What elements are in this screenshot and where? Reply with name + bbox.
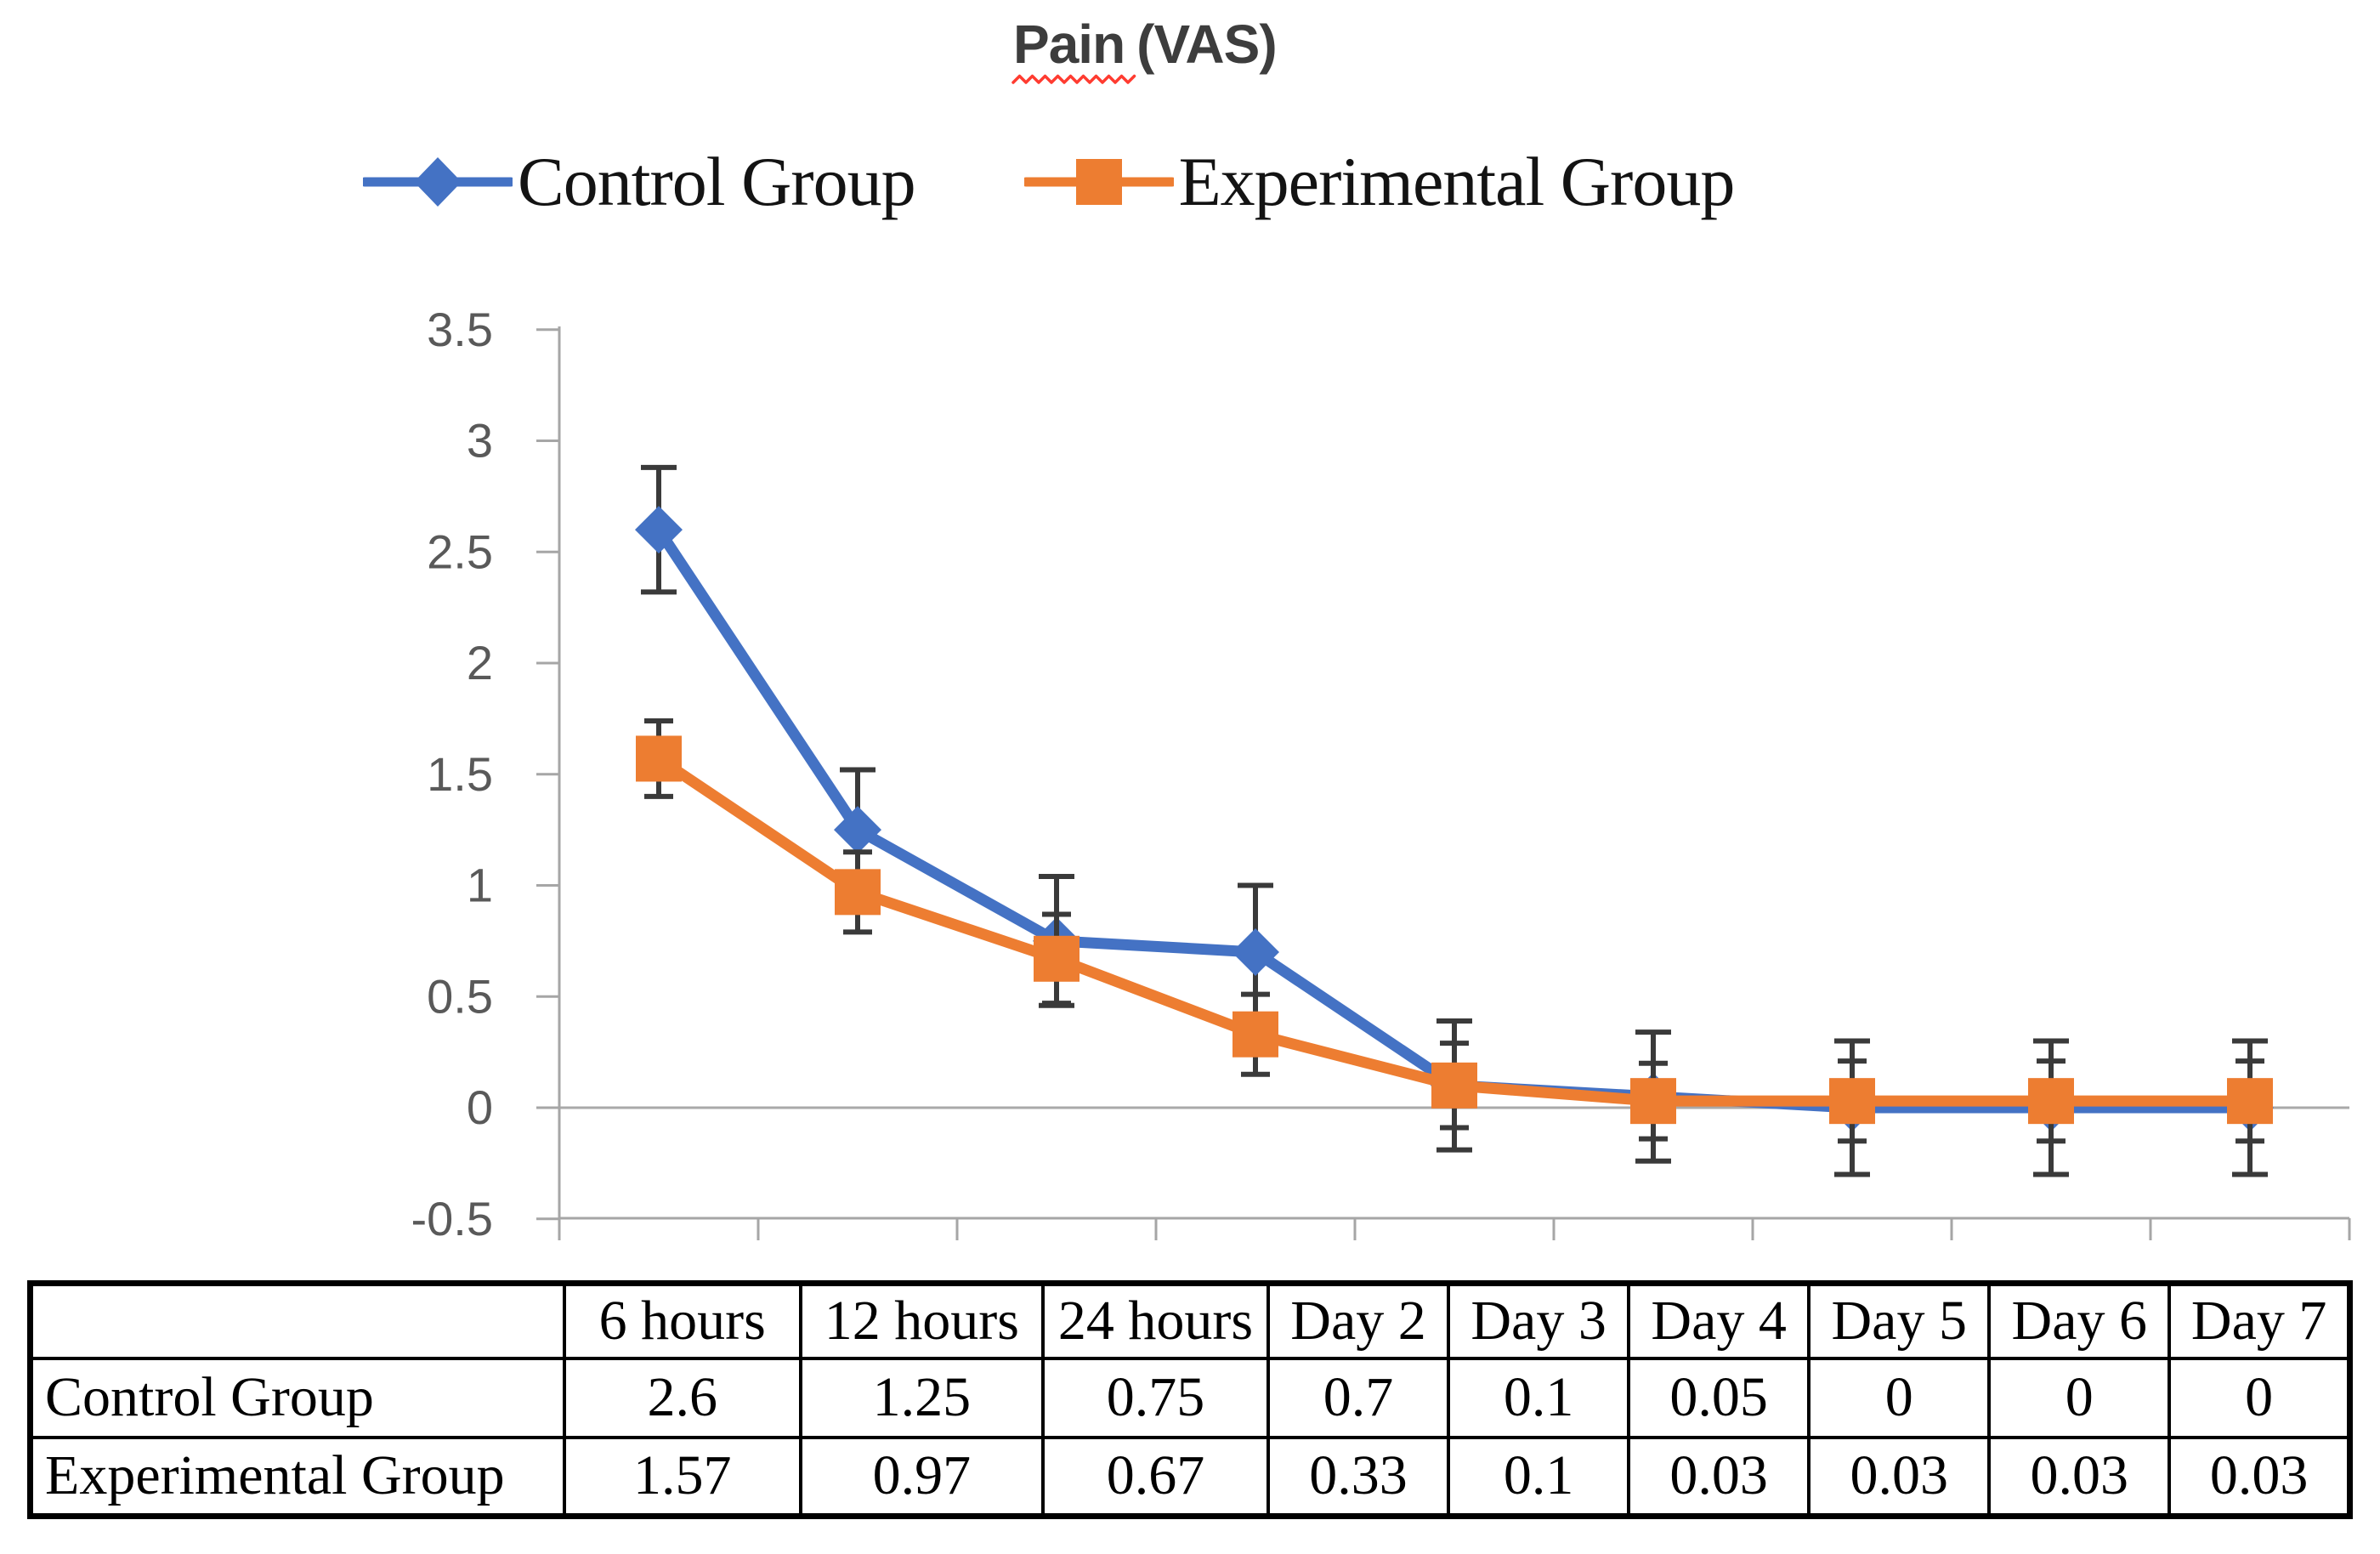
- data-point-square: [1431, 1062, 1477, 1109]
- data-point-square: [835, 869, 881, 916]
- series-experimental-group: [636, 717, 2273, 1144]
- table-header-cell: 24 hours: [1040, 1281, 1271, 1360]
- table-cell: 0.75: [1040, 1356, 1271, 1439]
- y-tick-label: 3.5: [427, 303, 493, 356]
- table-row-label: Experimental Group: [28, 1435, 566, 1518]
- title-word-text: Pain: [1013, 14, 1125, 75]
- y-tick-label: 1: [467, 859, 493, 912]
- y-tick-label: 2.5: [427, 525, 493, 578]
- experimental-line-square-icon: [1023, 159, 1174, 205]
- table-cell: 0.1: [1447, 1435, 1631, 1518]
- table-row: Control Group 2.6 1.25 0.75 0.7 0.1 0.05 0 0 0: [28, 1356, 2352, 1439]
- legend-label-experimental: Experimental Group: [1178, 143, 1736, 220]
- table-cell: 0: [2168, 1356, 2352, 1439]
- legend-label-control: Control Group: [518, 143, 916, 220]
- table-header-row: 6 hours 12 hours 24 hours Day 2 Day 3 Day 4 Da…: [28, 1281, 2352, 1360]
- table-cell: 0.05: [1627, 1356, 1811, 1439]
- table-cell: 0.7: [1266, 1356, 1451, 1439]
- table-cell: 0.1: [1447, 1356, 1631, 1439]
- table-cell: 1.57: [562, 1435, 802, 1518]
- control-line-diamond-icon: [363, 157, 513, 207]
- y-tick-label: 3: [467, 414, 493, 468]
- table-corner-cell: [28, 1281, 566, 1360]
- error-bars-experimental-group: [644, 717, 2264, 1144]
- data-point-diamond: [834, 806, 881, 854]
- chart-title: Pain (VAS): [1012, 14, 1278, 84]
- data-point-square: [1829, 1078, 1875, 1125]
- chart-legend: Control Group Experimental Group: [363, 134, 1736, 230]
- table-header-cell: Day 6: [1987, 1281, 2172, 1360]
- table-cell: 0: [1987, 1356, 2172, 1439]
- table-row-label: Control Group: [28, 1356, 566, 1439]
- table-header-cell: Day 3: [1447, 1281, 1631, 1360]
- y-tick-label: 1.5: [427, 747, 493, 801]
- y-axis: 3.5 3 2.5 2 1.5 1 0.5 0 -0.5: [411, 303, 561, 1245]
- table-cell: 0.97: [798, 1435, 1045, 1518]
- y-tick-label: 0: [467, 1080, 493, 1134]
- x-axis: [558, 1217, 2351, 1240]
- table-header-cell: Day 7: [2168, 1281, 2352, 1360]
- table-cell: 1.25: [798, 1356, 1045, 1439]
- data-point-square: [1630, 1078, 1676, 1125]
- table-cell: 2.6: [562, 1356, 802, 1439]
- table-cell: 0.33: [1266, 1435, 1451, 1518]
- table-header-cell: Day 2: [1266, 1281, 1451, 1360]
- table-header-cell: Day 4: [1627, 1281, 1811, 1360]
- table-cell: 0.03: [1807, 1435, 1992, 1518]
- table-cell: 0: [1807, 1356, 1992, 1439]
- data-point-square: [636, 735, 682, 782]
- table-header-cell: Day 5: [1807, 1281, 1992, 1360]
- data-point-square: [1232, 1011, 1278, 1058]
- table-cell: 0.03: [1627, 1435, 1811, 1518]
- table-cell: 0.67: [1040, 1435, 1271, 1518]
- data-table: 6 hours 12 hours 24 hours Day 2 Day 3 Day 4 Da…: [27, 1280, 2353, 1519]
- data-point-square: [1034, 935, 1080, 982]
- markers-experimental-group: [636, 735, 2273, 1125]
- data-point-square: [2028, 1078, 2074, 1125]
- data-point-diamond: [635, 506, 683, 554]
- title-rest-text: (VAS): [1136, 14, 1277, 75]
- table-cell: 0.03: [2168, 1435, 2352, 1518]
- data-point-square: [2227, 1078, 2273, 1125]
- table-header-cell: 12 hours: [798, 1281, 1045, 1360]
- spellcheck-squiggle-icon: [1012, 74, 1136, 84]
- table-cell: 0.03: [1987, 1435, 2172, 1518]
- data-point-diamond: [1232, 927, 1279, 976]
- title-underlined-word: Pain: [1012, 14, 1136, 84]
- table-header-cell: 6 hours: [562, 1281, 802, 1360]
- y-tick-label: 2: [467, 636, 493, 689]
- legend-entry-experimental: Experimental Group: [1023, 134, 1736, 230]
- y-tick-label: -0.5: [411, 1192, 494, 1245]
- y-tick-label: 0.5: [427, 969, 493, 1023]
- table-row: Experimental Group 1.57 0.97 0.67 0.33 0.1 0.0…: [28, 1435, 2352, 1518]
- legend-entry-control: Control Group: [363, 134, 916, 230]
